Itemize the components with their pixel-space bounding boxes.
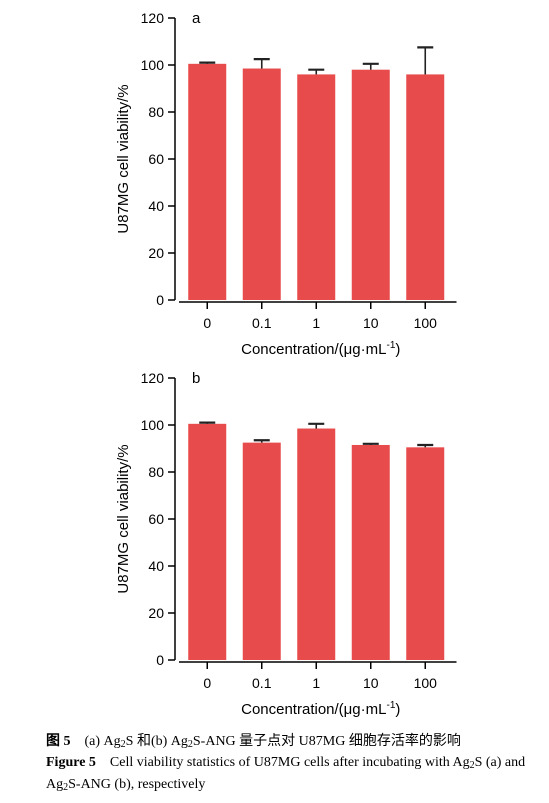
caption-en-text-3: S-ANG (b), respectively xyxy=(68,777,206,792)
chart-panel-b: 0 0.1 1 10 100 0 20 40 60 80 100 120 b U87MG cell via… xyxy=(115,370,457,718)
x-axis-title: Concentration/(μg·mL-1) xyxy=(241,340,400,358)
x-axis-title-sup: -1 xyxy=(386,700,395,711)
caption-en-sub-1: 2 xyxy=(469,760,475,771)
chart-panel-a: 0 0.1 1 10 100 0 20 40 60 80 100 120 a U87MG cell via… xyxy=(115,10,457,358)
x-tick-label-0: 0 xyxy=(203,675,211,691)
y-tick-label-120: 120 xyxy=(141,370,165,386)
y-tick-label-100: 100 xyxy=(141,57,165,73)
y-tick-label-0: 0 xyxy=(156,292,164,308)
x-axis-title-end: ) xyxy=(395,341,400,358)
bar-100 xyxy=(406,447,445,660)
x-axis-title-sup: -1 xyxy=(386,340,395,351)
y-axis-title: U87MG cell viability/% xyxy=(115,84,132,233)
y-tick-label-80: 80 xyxy=(148,104,164,120)
bar-10 xyxy=(351,69,390,300)
caption-cn-text-3: S-ANG 量子点对 U87MG 细胞存活率的影响 xyxy=(192,734,461,749)
x-axis-title-end: ) xyxy=(395,701,400,718)
bar-0_1 xyxy=(242,442,281,660)
x-tick-label-10: 10 xyxy=(363,675,379,691)
caption-cn-text-2: S 和(b) Ag xyxy=(125,734,188,749)
y-tick-label-120: 120 xyxy=(141,10,165,26)
bar-0_1 xyxy=(242,68,281,301)
caption-cn-text-1: (a) Ag xyxy=(84,734,121,749)
caption-en-text-2: S (a) and Ag xyxy=(46,755,526,792)
bar-0 xyxy=(188,63,227,301)
y-tick-label-60: 60 xyxy=(148,511,164,527)
bar-1 xyxy=(297,74,336,301)
bar-100 xyxy=(406,74,445,301)
y-tick-label-40: 40 xyxy=(148,198,164,214)
x-tick-label-100: 100 xyxy=(414,315,438,331)
y-tick-label-60: 60 xyxy=(148,151,164,167)
panel-label-b: b xyxy=(192,370,200,387)
y-tick-label-80: 80 xyxy=(148,464,164,480)
y-tick-label-100: 100 xyxy=(141,417,165,433)
figure-caption-chinese: 图 5 (a) Ag2S 和(b) Ag2S-ANG 量子点对 U87MG 细胞存… xyxy=(46,732,536,754)
x-axis-title: Concentration/(μg·mL-1) xyxy=(241,700,400,718)
x-tick-label-0_1: 0.1 xyxy=(252,675,272,691)
y-tick-label-20: 20 xyxy=(148,245,164,261)
bar-10 xyxy=(351,444,390,660)
y-axis-title: U87MG cell viability/% xyxy=(115,444,132,593)
x-tick-label-0: 0 xyxy=(203,315,211,331)
x-tick-label-1: 1 xyxy=(312,675,320,691)
bar-0 xyxy=(188,423,227,660)
caption-en-sub-2: 2 xyxy=(63,782,69,793)
x-axis-title-main: Concentration/(μg·mL xyxy=(241,341,386,358)
caption-cn-sub-1: 2 xyxy=(120,739,126,750)
caption-cn-label: 图 5 xyxy=(46,734,71,749)
caption-cn-sub-2: 2 xyxy=(187,739,193,750)
y-tick-label-0: 0 xyxy=(156,652,164,668)
bar-1 xyxy=(297,428,336,660)
x-axis-title-main: Concentration/(μg·mL xyxy=(241,701,386,718)
caption-en-text-1: Cell viability statistics of U87MG cells… xyxy=(109,755,470,770)
x-tick-label-10: 10 xyxy=(363,315,379,331)
x-tick-label-0_1: 0.1 xyxy=(252,315,272,331)
y-tick-label-40: 40 xyxy=(148,558,164,574)
panel-label-a: a xyxy=(192,10,201,27)
caption-en-label: Figure 5 xyxy=(46,755,96,770)
x-tick-label-100: 100 xyxy=(414,675,438,691)
y-tick-label-20: 20 xyxy=(148,605,164,621)
figure-caption-english: Figure 5 Cell viability statistics of U87… xyxy=(46,753,536,797)
x-tick-label-1: 1 xyxy=(312,315,320,331)
